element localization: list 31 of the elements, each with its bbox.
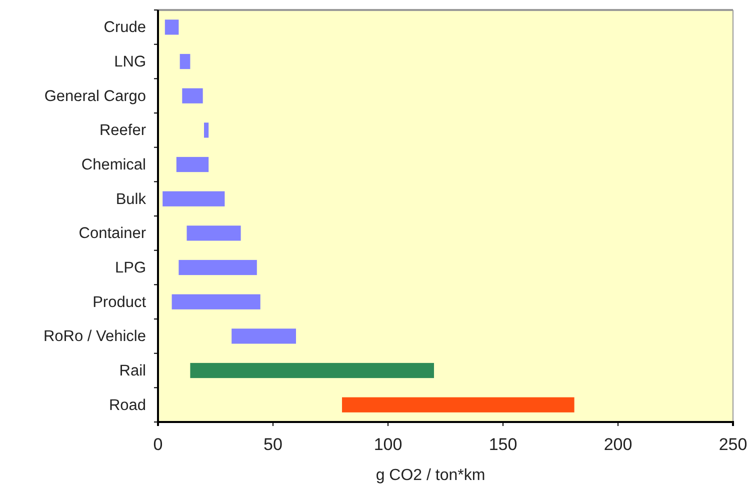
bar bbox=[162, 191, 225, 206]
x-tick-label: 150 bbox=[488, 435, 518, 454]
bar bbox=[182, 88, 203, 104]
x-tick-label: 50 bbox=[264, 435, 282, 454]
y-tick-label: LPG bbox=[114, 259, 146, 276]
y-tick-label: Chemical bbox=[81, 156, 146, 174]
y-tick-label: General Cargo bbox=[44, 88, 146, 105]
y-tick-label: Container bbox=[78, 225, 146, 242]
x-tick-label: 200 bbox=[604, 435, 632, 454]
bar bbox=[232, 328, 296, 344]
y-tick-label: Bulk bbox=[116, 190, 146, 208]
y-tick-label: LNG bbox=[114, 53, 146, 70]
bar bbox=[176, 156, 209, 172]
bar bbox=[342, 397, 574, 412]
y-tick-label: Crude bbox=[104, 19, 146, 36]
bar bbox=[164, 20, 179, 35]
bar bbox=[178, 260, 257, 276]
x-tick-label: 0 bbox=[153, 435, 163, 454]
x-axis-title: g CO2 / ton*km bbox=[376, 467, 486, 484]
bar bbox=[204, 122, 209, 138]
y-tick-label: Rail bbox=[119, 362, 146, 380]
x-tick-label: 100 bbox=[374, 435, 402, 454]
bar bbox=[172, 294, 260, 310]
bar bbox=[190, 362, 434, 378]
x-tick-label: 250 bbox=[718, 435, 748, 454]
y-tick-label: Road bbox=[108, 396, 146, 414]
bar bbox=[186, 226, 241, 241]
y-tick-label: Product bbox=[92, 294, 147, 311]
y-tick-label: Reefer bbox=[99, 122, 146, 140]
bar bbox=[180, 54, 190, 70]
y-tick-label: RoRo / Vehicle bbox=[43, 328, 146, 346]
